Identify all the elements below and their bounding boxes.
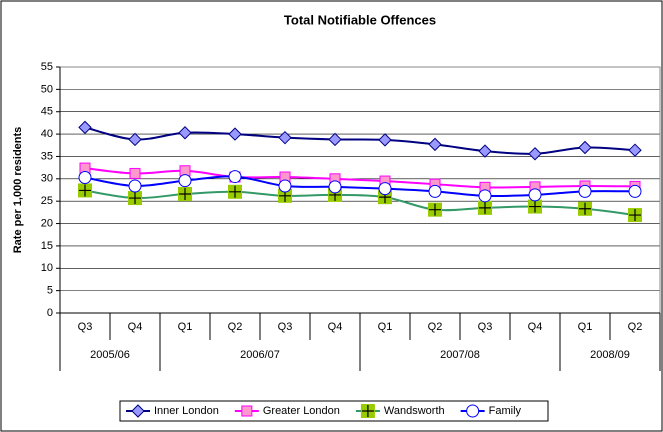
y-tick-label: 15: [41, 240, 53, 252]
marker: [78, 170, 92, 184]
x-tick-label: Q4: [328, 321, 343, 333]
marker: [178, 187, 192, 202]
marker-plus: [529, 200, 541, 213]
legend-label: Inner London: [154, 405, 219, 417]
marker: [360, 404, 375, 418]
y-tick-label: 0: [47, 307, 53, 319]
marker: [428, 137, 442, 152]
y-tick-label: 20: [41, 217, 53, 229]
x-tick-label: Q1: [378, 321, 393, 333]
marker: [328, 132, 342, 147]
marker: [628, 143, 642, 157]
x-tick-label: Q2: [228, 321, 243, 333]
y-tick-label: 5: [47, 285, 53, 297]
y-tick-label: 35: [41, 150, 53, 162]
y-tick-label: 10: [41, 262, 53, 274]
x-tick-label: Q4: [128, 321, 143, 333]
marker: [228, 184, 242, 199]
marker: [129, 167, 141, 179]
marker: [578, 201, 592, 216]
marker: [578, 140, 592, 155]
x-tick-label: Q3: [278, 321, 293, 333]
marker-plus: [429, 203, 441, 216]
marker: [178, 174, 192, 188]
x-group-label: 2007/08: [440, 349, 480, 361]
marker-plus: [79, 184, 91, 197]
marker: [128, 132, 142, 147]
marker: [78, 120, 92, 135]
marker-plus: [579, 202, 591, 215]
marker: [628, 184, 642, 198]
marker: [528, 199, 542, 214]
x-tick-label: Q3: [78, 321, 93, 333]
x-tick-label: Q2: [428, 321, 443, 333]
y-tick-label: 30: [41, 173, 53, 185]
marker-plus: [629, 209, 641, 222]
marker: [628, 208, 642, 223]
marker-plus: [229, 185, 241, 198]
marker: [428, 184, 442, 198]
x-tick-label: Q1: [178, 321, 193, 333]
marker: [228, 127, 242, 141]
marker: [528, 147, 542, 161]
marker: [78, 183, 92, 198]
x-group-label: 2008/09: [590, 349, 630, 361]
legend-box: [119, 400, 549, 422]
y-tick-label: 45: [41, 106, 53, 118]
marker: [178, 126, 192, 140]
marker: [466, 404, 480, 418]
marker: [378, 182, 392, 196]
marker-plus: [479, 201, 491, 214]
y-tick-label: 50: [41, 83, 53, 95]
marker: [478, 200, 492, 215]
legend-label: Wandsworth: [384, 405, 445, 417]
marker-plus: [129, 192, 141, 205]
marker: [378, 133, 392, 147]
legend-label: Greater London: [263, 405, 340, 417]
marker: [578, 184, 592, 198]
marker: [478, 189, 492, 203]
x-tick-label: Q3: [478, 321, 493, 333]
x-tick-label: Q4: [528, 321, 543, 333]
y-tick-label: 40: [41, 128, 53, 140]
marker: [128, 179, 142, 193]
marker: [131, 404, 145, 418]
marker: [428, 202, 442, 217]
marker: [278, 179, 292, 193]
marker: [528, 188, 542, 202]
marker: [228, 170, 242, 184]
y-tick-label: 25: [41, 195, 53, 207]
marker-plus: [361, 405, 374, 417]
y-axis-title: Rate per 1,000 residents: [12, 127, 24, 254]
marker: [241, 405, 253, 417]
marker: [478, 144, 492, 158]
y-tick-label: 55: [41, 61, 53, 73]
marker-plus: [179, 188, 191, 201]
x-tick-label: Q2: [628, 321, 643, 333]
x-group-label: 2005/06: [90, 349, 130, 361]
marker: [128, 191, 142, 206]
legend: Inner London Greater London Wandsworth Fami…: [119, 400, 549, 422]
marker: [328, 180, 342, 194]
legend-label: Family: [489, 405, 522, 417]
x-tick-label: Q1: [578, 321, 593, 333]
chart-title: Total Notifiable Offences: [284, 12, 436, 27]
x-group-label: 2006/07: [240, 349, 280, 361]
marker: [278, 130, 292, 145]
